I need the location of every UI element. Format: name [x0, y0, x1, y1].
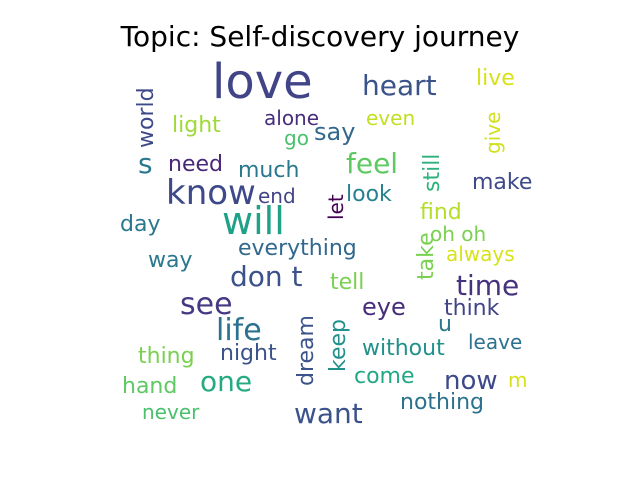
word-cloud-word: way	[148, 248, 193, 273]
word-cloud-word: time	[456, 269, 520, 302]
word-cloud-word: nothing	[400, 390, 484, 415]
word-cloud-word: feel	[346, 147, 399, 180]
word-cloud-word: now	[444, 366, 498, 396]
word-cloud-word: love	[212, 54, 313, 110]
word-cloud-word: say	[314, 118, 356, 146]
word-cloud-word: know	[166, 173, 256, 213]
word-cloud-word: m	[508, 368, 528, 392]
word-cloud-word: go	[284, 126, 309, 150]
word-cloud-word: much	[238, 158, 300, 183]
word-cloud-word: world	[134, 87, 159, 148]
word-cloud-word: hand	[122, 374, 178, 399]
word-cloud-word: tell	[330, 270, 365, 295]
word-cloud-word: alone	[264, 106, 320, 130]
word-cloud-word: keep	[326, 319, 351, 372]
word-cloud-word: will	[222, 199, 285, 243]
word-cloud-word: always	[446, 242, 515, 266]
word-cloud-word: still	[420, 153, 445, 192]
word-cloud-word: need	[168, 152, 223, 177]
word-cloud-word: want	[294, 397, 363, 430]
word-cloud-word: look	[346, 182, 392, 207]
word-cloud-word: even	[366, 106, 416, 130]
word-cloud-word: see	[180, 287, 233, 322]
word-cloud-word: give	[481, 111, 505, 154]
word-cloud: love heart live world light alone even give go sa…	[110, 58, 550, 438]
word-cloud-word: one	[200, 365, 253, 398]
word-cloud-word: leave	[468, 330, 523, 354]
word-cloud-word: thing	[138, 344, 195, 369]
word-cloud-word: don t	[230, 260, 303, 293]
word-cloud-word: light	[172, 113, 221, 138]
word-cloud-word: take	[414, 232, 439, 280]
word-cloud-word: oh oh	[430, 222, 487, 246]
word-cloud-word: dream	[294, 315, 319, 386]
word-cloud-word: let	[324, 194, 348, 220]
word-cloud-word: everything	[238, 236, 357, 261]
word-cloud-word: make	[472, 170, 533, 195]
word-cloud-word: think	[444, 296, 500, 321]
word-cloud-word: night	[220, 341, 277, 366]
word-cloud-word: without	[362, 336, 445, 361]
word-cloud-word: day	[120, 212, 161, 237]
word-cloud-word: life	[216, 313, 262, 348]
word-cloud-word: eye	[362, 293, 406, 321]
word-cloud-word: s	[138, 147, 153, 180]
word-cloud-word: never	[142, 400, 200, 424]
word-cloud-word: live	[476, 66, 515, 91]
word-cloud-word: come	[354, 364, 415, 389]
word-cloud-word: find	[420, 200, 462, 225]
word-cloud-word: heart	[362, 69, 437, 102]
chart-title: Topic: Self-discovery journey	[120, 20, 520, 53]
word-cloud-word: end	[258, 184, 296, 208]
word-cloud-word: u	[438, 312, 452, 337]
